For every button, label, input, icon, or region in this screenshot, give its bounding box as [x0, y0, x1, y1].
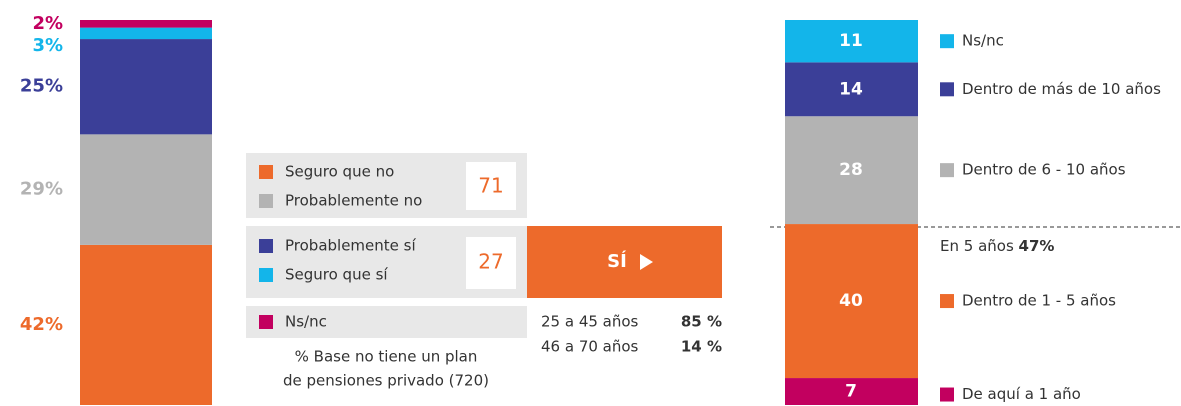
- value-label: 3%: [32, 35, 63, 56]
- bar-segment: [785, 224, 918, 379]
- legend-swatch: [940, 34, 954, 49]
- legend-label: Dentro de 1 - 5 años: [962, 292, 1116, 310]
- age-label: 46 a 70 años: [541, 338, 639, 356]
- note: % Base no tiene un plan: [295, 348, 478, 366]
- legend-swatch: [259, 315, 273, 329]
- age-label: 25 a 45 años: [541, 313, 639, 331]
- annotation: En 5 años 47%: [940, 237, 1054, 255]
- total: 27: [478, 250, 503, 274]
- value-label: 7: [845, 382, 857, 402]
- button: [527, 226, 722, 298]
- bar-segment: [80, 39, 212, 135]
- legend-label: Ns/nc: [285, 313, 327, 331]
- age-value: 14 %: [681, 338, 722, 356]
- legend-label: Dentro de más de 10 años: [962, 80, 1161, 98]
- legend-swatch: [259, 268, 273, 282]
- legend-swatch: [940, 82, 954, 97]
- value-label: 40: [839, 291, 863, 311]
- note: de pensiones privado (720): [283, 372, 489, 390]
- bar-segment: [80, 134, 212, 245]
- legend-label: Probablemente no: [285, 192, 422, 210]
- legend-swatch: [940, 294, 954, 309]
- bar-segment: [80, 20, 212, 28]
- legend-box: [246, 306, 527, 338]
- value-label: 29%: [20, 179, 63, 200]
- value-label: 2%: [32, 13, 63, 34]
- legend-swatch: [259, 194, 273, 208]
- total-box: [466, 162, 516, 210]
- legend-swatch: [259, 239, 273, 253]
- bar-segment: [785, 20, 918, 63]
- age-value: 85 %: [681, 313, 722, 331]
- value-label: 28: [839, 160, 863, 180]
- legend-swatch: [259, 165, 273, 179]
- legend-label: Ns/nc: [962, 32, 1004, 50]
- value-label: 25%: [20, 76, 63, 97]
- legend-label: De aquí a 1 año: [962, 385, 1081, 403]
- bar-segment: [80, 27, 212, 40]
- button-label: SÍ: [607, 250, 627, 272]
- annotation-value: 47%: [1019, 237, 1055, 255]
- arrow-icon: [640, 254, 653, 270]
- legend-label: Probablemente sí: [285, 237, 416, 255]
- total-box: [466, 237, 516, 289]
- bar-segment: [785, 378, 918, 405]
- bar-segment: [785, 62, 918, 117]
- legend-label: Seguro que sí: [285, 266, 388, 284]
- annotation-text: En 5 años: [940, 237, 1014, 255]
- legend-swatch: [940, 163, 954, 178]
- legend-label: Dentro de 6 - 10 años: [962, 161, 1126, 179]
- legend-swatch: [940, 387, 954, 402]
- value-label: 11: [839, 31, 863, 51]
- bar-segment: [785, 116, 918, 225]
- value-label: 14: [839, 79, 863, 99]
- total: 71: [478, 174, 503, 198]
- bar-segment: [80, 244, 212, 405]
- value-label: 42%: [20, 314, 63, 335]
- legend-label: Seguro que no: [285, 163, 394, 181]
